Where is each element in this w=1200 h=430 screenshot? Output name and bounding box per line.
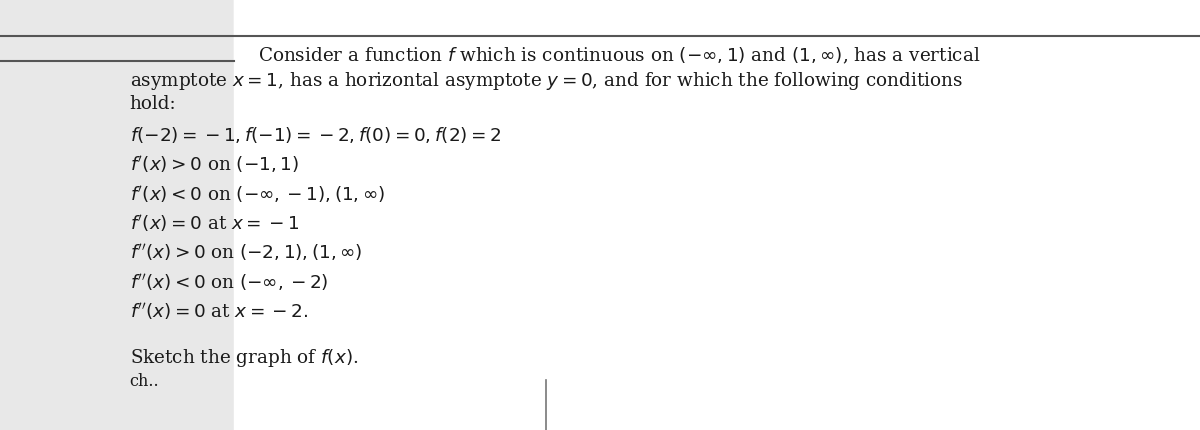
Text: $f'(x) < 0$ on $(-\infty, -1), (1, \infty)$: $f'(x) < 0$ on $(-\infty, -1), (1, \inft…	[130, 183, 385, 204]
Text: Consider a function $f$ which is continuous on $(-\infty, 1)$ and $(1, \infty)$,: Consider a function $f$ which is continu…	[258, 45, 980, 65]
Bar	[234, 0, 1200, 430]
Text: $f(-2) = -1, f(-1) = -2, f(0) = 0, f(2) = 2$: $f(-2) = -1, f(-1) = -2, f(0) = 0, f(2) …	[130, 125, 500, 144]
Text: $f''(x) < 0$ on $(-\infty, -2)$: $f''(x) < 0$ on $(-\infty, -2)$	[130, 271, 328, 292]
Text: Sketch the graph of $f(x)$.: Sketch the graph of $f(x)$.	[130, 346, 358, 368]
Text: $f'(x) > 0$ on $(-1, 1)$: $f'(x) > 0$ on $(-1, 1)$	[130, 154, 299, 175]
Text: asymptote $x = 1$, has a horizontal asymptote $y = 0$, and for which the followi: asymptote $x = 1$, has a horizontal asym…	[130, 70, 962, 92]
Text: $f'(x) = 0$ at $x = -1$: $f'(x) = 0$ at $x = -1$	[130, 212, 299, 233]
Text: $f''(x) = 0$ at $x = -2.$: $f''(x) = 0$ at $x = -2.$	[130, 300, 308, 321]
Text: $f''(x) > 0$ on $(-2, 1), (1, \infty)$: $f''(x) > 0$ on $(-2, 1), (1, \infty)$	[130, 242, 362, 263]
Text: hold:: hold:	[130, 95, 176, 113]
Bar	[234, 0, 1200, 62]
Text: ch..: ch..	[130, 372, 160, 389]
